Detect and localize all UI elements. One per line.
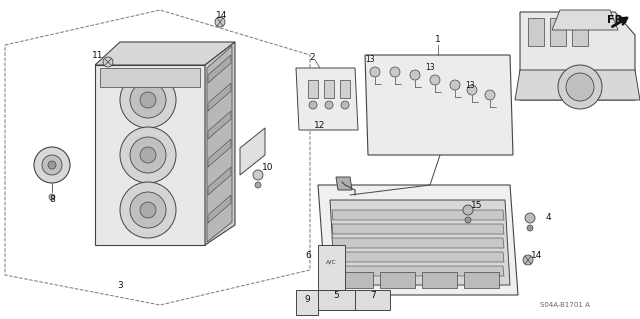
Circle shape [525,213,535,223]
Circle shape [140,147,156,163]
Polygon shape [520,12,635,100]
Circle shape [463,205,473,215]
Polygon shape [318,185,518,295]
Polygon shape [95,42,235,65]
Circle shape [253,170,263,180]
Circle shape [558,65,602,109]
Text: FR.: FR. [607,15,627,25]
Polygon shape [332,224,504,234]
Polygon shape [208,167,231,195]
Polygon shape [365,55,513,155]
Polygon shape [338,272,373,288]
Polygon shape [95,65,205,245]
Circle shape [430,75,440,85]
Polygon shape [318,290,355,310]
Circle shape [467,85,477,95]
Polygon shape [205,42,235,245]
Circle shape [120,72,176,128]
Circle shape [566,73,594,101]
Polygon shape [332,210,504,220]
Text: 10: 10 [262,164,274,173]
Polygon shape [100,68,200,87]
Circle shape [523,255,533,265]
Text: 5: 5 [333,291,339,300]
Polygon shape [380,272,415,288]
Circle shape [527,225,533,231]
Polygon shape [208,195,231,223]
Circle shape [370,67,380,77]
Polygon shape [296,68,358,130]
Circle shape [42,155,62,175]
Polygon shape [464,272,499,288]
Text: 6: 6 [305,250,311,259]
Circle shape [130,137,166,173]
Text: 13: 13 [465,80,475,90]
Polygon shape [422,272,457,288]
Polygon shape [208,139,231,167]
Text: 8: 8 [49,196,55,204]
Circle shape [34,147,70,183]
Text: S04A-B1701 A: S04A-B1701 A [540,302,590,308]
Text: 13: 13 [365,56,375,64]
Polygon shape [308,80,318,98]
Polygon shape [332,238,504,248]
Polygon shape [515,70,640,100]
Text: 14: 14 [216,11,228,19]
Text: 14: 14 [531,250,543,259]
Circle shape [390,67,400,77]
Polygon shape [207,46,232,242]
Circle shape [255,182,261,188]
Polygon shape [340,188,350,205]
Text: 13: 13 [425,63,435,72]
Bar [528,18,544,46]
Text: 1: 1 [435,35,441,44]
Polygon shape [208,83,231,111]
Circle shape [485,90,495,100]
Bar [572,18,588,46]
Text: A/C: A/C [326,259,337,264]
Polygon shape [332,266,504,276]
Circle shape [48,161,56,169]
Polygon shape [296,290,318,315]
Polygon shape [240,128,265,175]
Circle shape [341,101,349,109]
Text: 4: 4 [545,213,551,222]
Polygon shape [208,111,231,139]
Text: 3: 3 [117,280,123,290]
Polygon shape [332,252,504,262]
Circle shape [325,101,333,109]
Bar [550,18,566,46]
Text: 7: 7 [370,291,376,300]
Circle shape [103,57,113,67]
Polygon shape [208,55,231,83]
Circle shape [140,202,156,218]
Polygon shape [355,290,390,310]
Polygon shape [330,200,510,285]
Circle shape [410,70,420,80]
Polygon shape [340,80,350,98]
Polygon shape [552,10,618,30]
Text: 12: 12 [314,121,326,130]
Circle shape [309,101,317,109]
Text: 9: 9 [304,295,310,305]
Polygon shape [324,80,334,98]
Circle shape [120,127,176,183]
Circle shape [49,194,55,200]
Circle shape [130,192,166,228]
Circle shape [130,82,166,118]
Polygon shape [336,177,352,190]
Circle shape [120,182,176,238]
Circle shape [140,92,156,108]
Circle shape [465,217,471,223]
Polygon shape [318,245,345,290]
Text: 2: 2 [309,53,315,62]
Circle shape [215,17,225,27]
Circle shape [450,80,460,90]
Text: 15: 15 [471,201,483,210]
Text: 11: 11 [92,50,104,60]
